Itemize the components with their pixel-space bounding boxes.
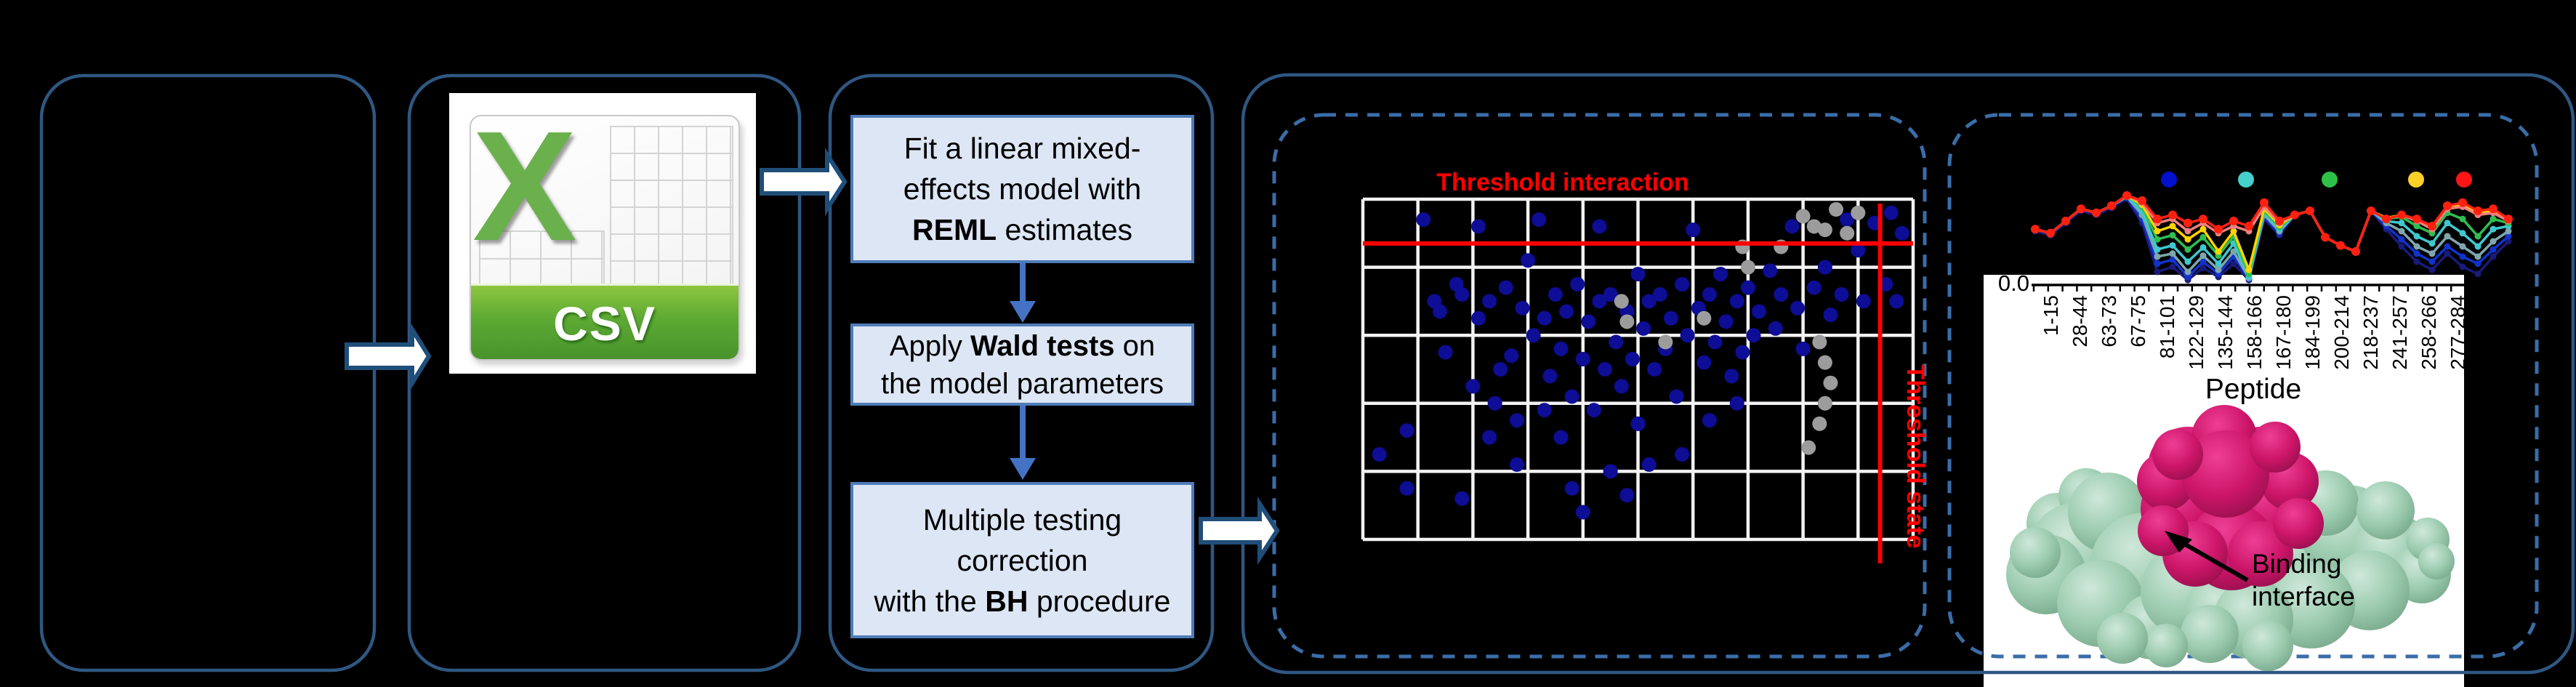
legend-dot [2408, 172, 2424, 188]
flow-box-line: Fit a linear mixed- [903, 132, 1141, 165]
flow-box-wald: Apply Wald tests on the model parameters [850, 324, 1194, 406]
uptake-series-t-green [2032, 192, 2512, 278]
scatter-series-significant [1372, 205, 1909, 520]
uptake-series-t-steel [2032, 193, 2512, 281]
flow-box-line: REML estimates [912, 213, 1132, 246]
flow-box-line: correction [957, 543, 1088, 577]
uptake-series-t-cyan [2032, 193, 2512, 281]
hdx-image-background [1984, 275, 2464, 687]
flow-box-line: Multiple testing [922, 502, 1122, 537]
legend-dot [2456, 172, 2472, 188]
spreadsheet-grid-icon [610, 126, 733, 289]
uptake-series-t-red [2031, 191, 2513, 256]
flow-box-line: effects model with [903, 172, 1142, 206]
arrow-panel3-to-panel4 [1199, 496, 1280, 566]
flow-box-reml: Fit a linear mixed-effects model with REM… [850, 115, 1194, 263]
scatter-series-non-significant [1614, 202, 1866, 455]
uptake-series-t-blue [2032, 194, 2512, 283]
csv-file-icon: X CSV [449, 93, 756, 374]
threshold-state-label: Threshold state [1901, 364, 1929, 548]
legend-dot [2161, 172, 2177, 188]
csv-banner-label: CSV [553, 297, 656, 351]
subpanel-scatter [1272, 113, 1927, 659]
legend-dot [2238, 172, 2254, 188]
uptake-series-t-navy [2032, 195, 2512, 284]
arrow-panel1-to-panel2 [345, 321, 432, 391]
flow-box-bh: Multiple testing correction with the BH pr… [850, 482, 1194, 638]
threshold-interaction-label: Threshold interaction [1436, 169, 1689, 196]
uptake-series-t-yellow [2032, 192, 2512, 273]
legend-dot [2322, 172, 2338, 188]
flow-box-line: Apply Wald tests on [889, 329, 1156, 362]
arrow-panel2-to-panel3 [760, 147, 848, 217]
flow-box-line: the model parameters [880, 367, 1164, 400]
flow-box-line: with the BH procedure [874, 584, 1171, 618]
csv-card: X CSV [470, 115, 740, 361]
threshold-scatter-chart: Threshold interaction Threshold state [1361, 169, 1929, 563]
csv-banner: CSV [471, 284, 738, 359]
timepoint-legend-dots [2161, 172, 2472, 188]
panel-empty-input [39, 73, 377, 672]
excel-x-glyph: X [472, 115, 577, 273]
scatter-grid [1361, 197, 1915, 542]
uptake-series-t-salmon [2032, 192, 2512, 255]
